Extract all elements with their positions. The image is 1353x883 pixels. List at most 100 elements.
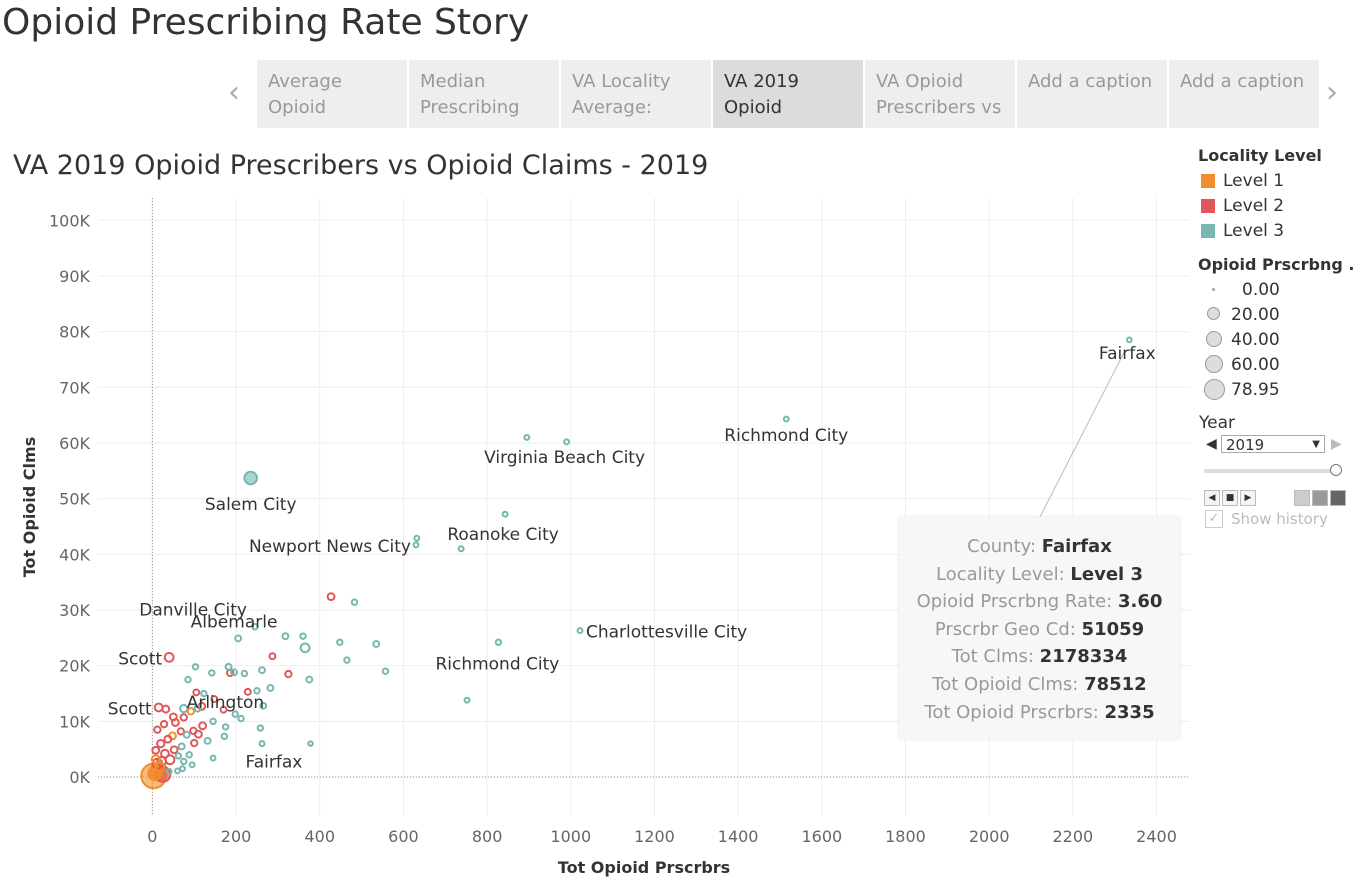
data-point <box>160 748 170 759</box>
story-navigator: Average Opioid Median Prescribing VA Local… <box>257 60 1319 128</box>
y-tick-label: 90K <box>59 267 90 286</box>
data-point <box>220 732 229 741</box>
story-tab-3[interactable]: VA Locality Average: <box>561 60 711 128</box>
fairfax-tooltip: County: Fairfax Locality Level: Level 3 … <box>899 517 1180 739</box>
tooltip-value-rate: 3.60 <box>1118 591 1163 613</box>
point-label: Newport News City <box>249 537 411 557</box>
step-back-icon[interactable]: ◀ <box>1204 490 1220 506</box>
year-slider-track[interactable] <box>1204 469 1336 473</box>
data-point <box>198 721 208 731</box>
stop-icon[interactable]: ■ <box>1222 490 1238 506</box>
scatter-chart[interactable]: 0K 10K 20K 30K 40K 50K 60K 70K 80K 90K 100K 0 200 400… <box>0 180 1195 883</box>
speed-fast-icon[interactable] <box>1330 490 1346 506</box>
x-tick-label: 200 <box>221 827 252 846</box>
x-tick-label: 600 <box>388 827 419 846</box>
data-point <box>210 695 219 704</box>
story-tab-7[interactable]: Add a caption <box>1169 60 1319 128</box>
tooltip-row-rate: Opioid Prscrbng Rate: 3.60 <box>899 588 1180 616</box>
level-2-swatch <box>1201 199 1215 213</box>
data-point <box>251 623 259 631</box>
next-story-point-arrow-icon[interactable]: › <box>1326 75 1338 110</box>
data-point <box>153 702 164 713</box>
tooltip-label-rate: Opioid Prscrbng Rate: <box>916 591 1113 613</box>
y-tick-label: 30K <box>59 601 90 620</box>
point-label: Virginia Beach City <box>484 448 645 468</box>
data-point <box>163 734 173 744</box>
data-point <box>185 751 193 759</box>
speed-slow-icon[interactable] <box>1294 490 1310 506</box>
story-tab-5-line2: Prescribers vs <box>876 97 1002 118</box>
data-point <box>230 668 238 677</box>
year-previous-arrow-icon[interactable]: ◀ <box>1206 436 1217 452</box>
data-point <box>307 740 314 747</box>
story-tab-6-line1: Add a caption <box>1028 71 1153 92</box>
data-point <box>782 415 790 423</box>
legend-item-level-1[interactable]: Level 1 <box>1201 171 1284 191</box>
data-point <box>208 669 216 677</box>
previous-story-point-arrow-icon[interactable]: ‹ <box>228 75 240 110</box>
story-tab-1-line2: Opioid <box>268 97 327 118</box>
tooltip-label-tot-clms: Tot Clms: <box>951 646 1034 668</box>
data-point <box>150 754 161 765</box>
story-tab-4-line1: VA 2019 <box>724 71 800 92</box>
y-tick-label: 40K <box>59 545 90 564</box>
data-point <box>305 675 314 684</box>
y-tick-label: 70K <box>59 378 90 397</box>
data-point <box>299 642 311 654</box>
step-forward-icon[interactable]: ▶ <box>1240 490 1256 506</box>
point-label: Scott <box>118 649 162 669</box>
point-label: Roanoke City <box>447 525 558 545</box>
data-point <box>182 730 191 739</box>
data-point <box>184 675 192 684</box>
y-tick-label: 0K <box>69 768 90 787</box>
tooltip-row-county: County: Fairfax <box>899 533 1180 561</box>
data-point <box>523 433 531 441</box>
data-point <box>159 719 169 729</box>
locality-legend-title: Locality Level <box>1198 146 1322 165</box>
data-point <box>186 707 196 716</box>
size-circle-40 <box>1206 331 1222 347</box>
legend-item-level-3[interactable]: Level 3 <box>1201 221 1284 241</box>
story-tab-5[interactable]: VA Opioid Prescribers vs <box>865 60 1015 128</box>
data-point <box>281 632 290 641</box>
data-point <box>156 738 166 749</box>
size-label-78: 78.95 <box>1231 380 1280 400</box>
story-tab-6[interactable]: Add a caption <box>1017 60 1167 128</box>
size-circle-78 <box>1204 379 1225 400</box>
story-tab-5-line1: VA Opioid <box>876 71 964 92</box>
year-slider-handle[interactable] <box>1330 464 1342 476</box>
point-label: Arlington <box>187 693 264 713</box>
story-tab-4-line2: Opioid <box>724 97 783 118</box>
story-tab-1[interactable]: Average Opioid <box>257 60 407 128</box>
y-tick-label: 60K <box>59 434 90 453</box>
data-point <box>266 684 275 692</box>
data-point <box>180 757 188 766</box>
data-point <box>219 705 228 714</box>
year-dropdown[interactable]: 2019 ▼ <box>1221 435 1325 454</box>
data-point <box>190 738 199 748</box>
tooltip-value-locality: Level 3 <box>1070 563 1143 585</box>
data-point <box>494 638 503 646</box>
x-tick-label: 0 <box>147 827 157 846</box>
y-tick-label: 20K <box>59 657 90 676</box>
checkmark-icon: ✓ <box>1205 510 1223 528</box>
data-point <box>163 651 175 663</box>
x-tick-label: 1200 <box>634 827 675 846</box>
data-point <box>169 745 179 755</box>
story-tab-7-line1: Add a caption <box>1180 71 1305 92</box>
data-point <box>576 627 584 635</box>
story-tab-4-active[interactable]: VA 2019 Opioid <box>713 60 863 128</box>
story-tab-2[interactable]: Median Prescribing <box>409 60 559 128</box>
size-legend-title: Opioid Prscrbng .. <box>1198 255 1353 274</box>
data-point <box>209 754 217 762</box>
data-point <box>259 701 268 710</box>
story-tab-1-line1: Average <box>268 71 342 92</box>
show-history-toggle[interactable]: ✓ Show history <box>1205 510 1328 528</box>
speed-medium-icon[interactable] <box>1312 490 1328 506</box>
legend-item-level-2[interactable]: Level 2 <box>1201 196 1284 216</box>
tooltip-row-geo: Prscrbr Geo Cd: 51059 <box>899 616 1180 644</box>
y-tick-label: 50K <box>59 490 90 509</box>
x-tick-label: 800 <box>472 827 503 846</box>
data-point <box>237 714 245 723</box>
year-next-arrow-icon[interactable]: ▶ <box>1331 436 1342 452</box>
